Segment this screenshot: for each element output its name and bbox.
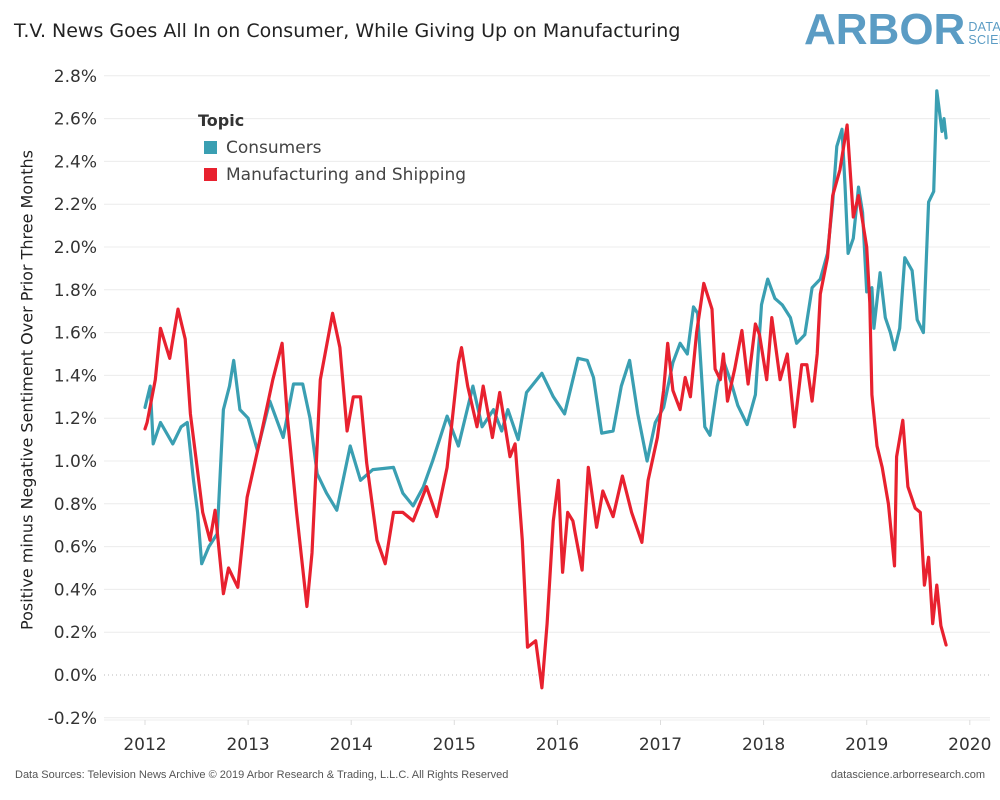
y-tick-label: 0.6% xyxy=(54,538,97,558)
logo-sub-line2: SCIENCE xyxy=(968,33,1000,47)
arbor-logo: ARBOR DATA SCIENCE xyxy=(804,8,1000,52)
y-tick-label: 2.0% xyxy=(54,238,97,258)
legend-swatch-consumers xyxy=(204,141,217,154)
series-line-manufacturing-shipping xyxy=(143,123,948,690)
legend-label: Consumers xyxy=(226,137,322,158)
data-source-note: Data Sources: Television News Archive © … xyxy=(15,769,509,781)
y-tick-label: 1.8% xyxy=(54,281,97,301)
x-tick-label: 2020 xyxy=(948,735,991,755)
y-tick-label: 1.0% xyxy=(54,452,97,472)
x-tick-label: 2013 xyxy=(226,735,269,755)
chart-title: T.V. News Goes All In on Consumer, While… xyxy=(14,20,681,42)
y-tick-label: 2.8% xyxy=(54,67,97,87)
x-tick-label: 2012 xyxy=(123,735,166,755)
y-tick-label: 0.4% xyxy=(54,580,97,600)
legend-label: Manufacturing and Shipping xyxy=(226,164,467,185)
x-tick-label: 2018 xyxy=(742,735,785,755)
logo-main: ARBOR xyxy=(804,5,966,54)
y-tick-labels: -0.2% 0.0% 0.2% 0.4% 0.6% 0.8% 1.0% 1.2% 1.4% 1.6… xyxy=(48,67,97,729)
y-tick-label: 0.8% xyxy=(54,495,97,515)
series-lines xyxy=(143,89,948,690)
y-tick-label: 1.6% xyxy=(54,324,97,344)
x-tick-label: 2015 xyxy=(433,735,476,755)
x-tick-label: 2014 xyxy=(330,735,373,755)
logo-sub: DATA SCIENCE xyxy=(968,21,1000,47)
y-tick-label: 2.4% xyxy=(54,152,97,172)
legend: Topic Consumers Manufacturing and Shippi… xyxy=(198,111,466,188)
x-tick-label: 2017 xyxy=(639,735,682,755)
y-tick-label: -0.2% xyxy=(48,709,97,729)
y-tick-label: 0.2% xyxy=(54,623,97,643)
x-tick-label: 2019 xyxy=(845,735,888,755)
x-tick-labels: 2012 2013 2014 2015 2016 2017 2018 2019 2020 xyxy=(123,735,991,755)
y-tick-label: 2.2% xyxy=(54,195,97,215)
y-tick-label: 1.4% xyxy=(54,366,97,386)
gridlines xyxy=(104,75,990,725)
legend-item-consumers[interactable]: Consumers xyxy=(204,134,466,161)
legend-title: Topic xyxy=(198,111,245,130)
website-link[interactable]: datascience.arborresearch.com xyxy=(830,769,985,781)
x-tick-label: 2016 xyxy=(536,735,579,755)
logo-sub-line1: DATA xyxy=(968,20,1000,34)
legend-swatch-manufacturing xyxy=(204,168,217,181)
legend-item-manufacturing[interactable]: Manufacturing and Shipping xyxy=(204,161,466,188)
y-tick-label: 0.0% xyxy=(54,666,97,686)
y-tick-label: 1.2% xyxy=(54,409,97,429)
y-tick-label: 2.6% xyxy=(54,110,97,130)
